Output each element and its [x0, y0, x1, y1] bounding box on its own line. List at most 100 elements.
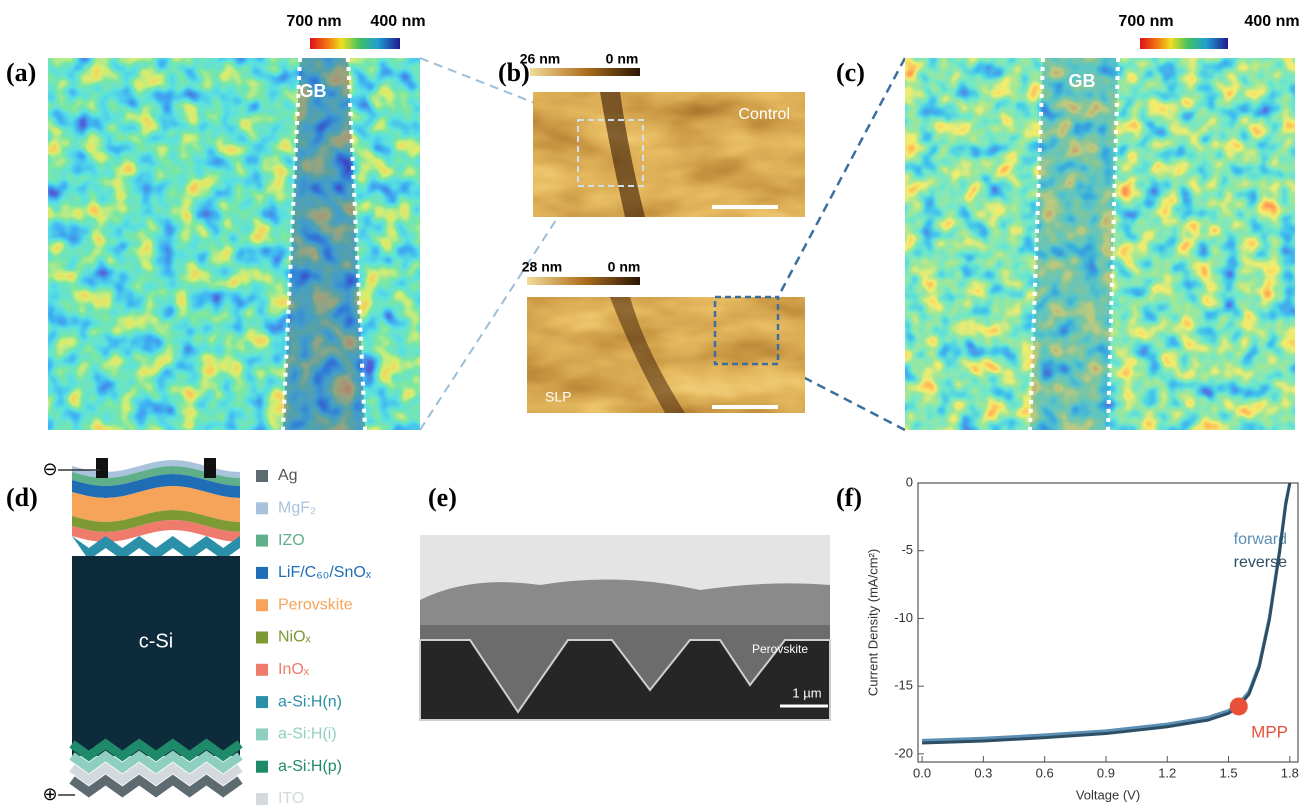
- legend-swatch: [256, 502, 268, 515]
- panel-label: (c): [836, 58, 865, 87]
- legend-label: Ag: [278, 467, 298, 484]
- colorbar-label: 0 nm: [608, 259, 641, 275]
- legend-label: ITO: [278, 790, 304, 807]
- pl-map: [48, 58, 420, 430]
- colorbar-label: 26 nm: [520, 51, 560, 67]
- legend-label: IZO: [278, 532, 305, 549]
- contact: [96, 458, 108, 478]
- colorbar-label: 400 nm: [370, 13, 425, 30]
- layer: [69, 762, 243, 786]
- x-tick-label: 0.0: [913, 765, 931, 780]
- x-tick-label: 0.3: [974, 765, 992, 780]
- afm-image: [533, 92, 805, 217]
- legend-swatch: [256, 566, 268, 579]
- colorbar: [530, 68, 640, 76]
- panel-label: (a): [6, 58, 36, 87]
- legend-swatch: [256, 663, 268, 676]
- c-si: [72, 556, 240, 756]
- gb-region: [1030, 58, 1118, 430]
- layer: [72, 536, 240, 562]
- caption: Control: [738, 106, 790, 123]
- layer: [69, 750, 243, 774]
- mpp-label: MPP: [1251, 722, 1288, 741]
- legend-swatch: [256, 470, 268, 482]
- annotation: GB: [300, 81, 327, 101]
- y-tick-label: -5: [901, 542, 913, 557]
- annotation: GB: [1069, 71, 1096, 91]
- layer: [72, 466, 240, 486]
- y-tick-label: -15: [894, 678, 913, 693]
- layer: [72, 510, 240, 532]
- x-tick-label: 1.8: [1281, 765, 1299, 780]
- legend-label: reverse: [1234, 554, 1287, 571]
- connector: [776, 57, 907, 298]
- terminal: ⊕: [42, 784, 57, 804]
- x-axis-label: Voltage (V): [1076, 787, 1140, 802]
- colorbar: [1140, 38, 1228, 49]
- zoom-box: [577, 119, 644, 187]
- panel-label: (f): [836, 483, 862, 512]
- annotation: Perovskite: [752, 642, 808, 656]
- legend-swatch: [256, 793, 268, 805]
- colorbar: [310, 38, 400, 49]
- layer: [72, 460, 240, 478]
- connector: [419, 185, 579, 431]
- colorbar-label: 700 nm: [1118, 13, 1173, 30]
- chart: 0.0 0.3 0.6 0.9 1.2 1.5 1.8 0 -5 -10 -15 -20 Voltage…: [865, 474, 1298, 802]
- afm-groove: [610, 297, 685, 413]
- legend-label: LiF/C₆₀/SnOₓ: [278, 564, 372, 581]
- colorbar: [527, 277, 640, 285]
- y-axis-label: Current Density (mA/cm²): [865, 549, 880, 696]
- legend: Ag MgF₂ IZO LiF/C₆₀/SnOₓ Perovskite NiOₓ InOₓ a…: [256, 467, 372, 807]
- connector: [777, 362, 906, 432]
- sem-substrate: [419, 639, 831, 721]
- layer: [72, 520, 240, 542]
- panel-label: (e): [428, 483, 457, 512]
- legend-label: NiOₓ: [278, 629, 312, 646]
- layer: [69, 774, 243, 798]
- legend-swatch: [256, 534, 268, 547]
- panel-label: (b): [498, 58, 530, 87]
- colorbar-label: 28 nm: [522, 259, 562, 275]
- y-tick-label: -10: [894, 610, 913, 625]
- plot-frame: [917, 482, 1299, 763]
- legend-swatch: [256, 631, 268, 644]
- legend-swatch: [256, 599, 268, 612]
- mpp-point: [1229, 697, 1248, 716]
- cell-diagram: [69, 458, 243, 798]
- x-tick-label: 1.5: [1219, 765, 1237, 780]
- zoom-box: [713, 295, 780, 366]
- layer-label: c-Si: [139, 630, 173, 652]
- colorbar-label: 700 nm: [286, 13, 341, 30]
- layer: [69, 738, 243, 762]
- contact: [204, 458, 216, 478]
- panel-label: (d): [6, 483, 38, 512]
- caption: SLP: [545, 389, 571, 405]
- x-tick-label: 0.6: [1036, 765, 1054, 780]
- layer: [72, 486, 240, 522]
- legend-swatch: [256, 728, 268, 741]
- sem-image: [419, 535, 831, 721]
- pl-map: [905, 58, 1295, 430]
- colorbar-label: 0 nm: [606, 51, 639, 67]
- legend-label: a-Si:H(n): [278, 693, 342, 710]
- legend-label: Perovskite: [278, 596, 353, 613]
- legend-swatch: [256, 696, 268, 709]
- legend-swatch: [256, 760, 268, 773]
- legend-label: MgF₂: [278, 500, 316, 517]
- legend-label: forward: [1234, 531, 1287, 548]
- gb-region: [283, 58, 365, 430]
- legend-label: a-Si:H(i): [278, 726, 337, 743]
- x-tick-label: 0.9: [1097, 765, 1115, 780]
- legend-label: a-Si:H(p): [278, 758, 342, 775]
- legend-label: InOₓ: [278, 661, 310, 678]
- layer: [72, 474, 240, 498]
- x-tick-label: 1.2: [1158, 765, 1176, 780]
- y-tick-label: 0: [906, 474, 913, 489]
- y-tick-label: -20: [894, 745, 913, 760]
- scale-bar-label: 1 µm: [792, 685, 821, 700]
- terminal: ⊖: [42, 459, 57, 479]
- colorbar-label: 400 nm: [1244, 13, 1299, 30]
